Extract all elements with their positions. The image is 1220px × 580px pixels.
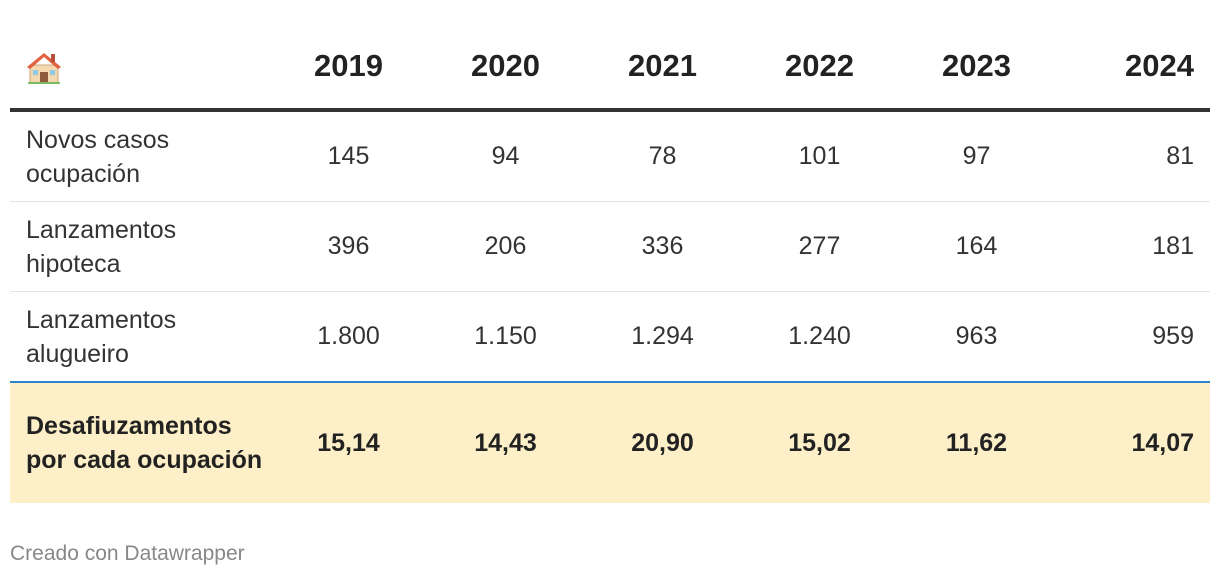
table-row: Novos casos ocupación 145 94 78 101 97 8… — [10, 110, 1210, 202]
table-cell: 14,43 — [427, 382, 584, 503]
row-label: Lanzamentos alugueiro — [10, 291, 270, 383]
row-label: Novos casos ocupación — [10, 110, 270, 202]
table-cell: 277 — [741, 201, 898, 292]
table-cell: 336 — [584, 201, 741, 292]
row-label: Lanzamentos hipoteca — [10, 201, 270, 292]
table-cell: 1.150 — [427, 291, 584, 383]
table-cell: 959 — [1055, 291, 1210, 383]
table-row: Lanzamentos hipoteca 396 206 336 277 164… — [10, 201, 1210, 292]
year-header: 2021 — [584, 28, 741, 112]
table-cell: 1.240 — [741, 291, 898, 383]
table-cell: 97 — [898, 110, 1055, 202]
row-label: Desafiuzamentos por cada ocupación — [10, 382, 270, 503]
table-cell: 145 — [270, 110, 427, 202]
table-row: Lanzamentos alugueiro 1.800 1.150 1.294 … — [10, 291, 1210, 383]
year-header: 2024 — [1055, 28, 1210, 112]
table-cell: 101 — [741, 110, 898, 202]
data-table: 2019 2020 2021 2022 2023 2024 Novos caso… — [10, 28, 1210, 503]
year-header: 2019 — [270, 28, 427, 112]
table-cell: 206 — [427, 201, 584, 292]
table-cell: 181 — [1055, 201, 1210, 292]
table-cell: 963 — [898, 291, 1055, 383]
header-row: 2019 2020 2021 2022 2023 2024 — [10, 28, 1210, 112]
table-cell: 15,14 — [270, 382, 427, 503]
year-header: 2022 — [741, 28, 898, 112]
table-cell: 1.294 — [584, 291, 741, 383]
house-icon — [27, 53, 61, 85]
table-cell: 81 — [1055, 110, 1210, 202]
year-header: 2023 — [898, 28, 1055, 112]
table-cell: 11,62 — [898, 382, 1055, 503]
header-icon-cell — [10, 28, 270, 112]
table-cell: 164 — [898, 201, 1055, 292]
highlighted-table-row: Desafiuzamentos por cada ocupación 15,14… — [10, 382, 1210, 503]
table-cell: 15,02 — [741, 382, 898, 503]
table-cell: 94 — [427, 110, 584, 202]
table-cell: 20,90 — [584, 382, 741, 503]
table-cell: 14,07 — [1055, 382, 1210, 503]
table-cell: 396 — [270, 201, 427, 292]
datawrapper-credit[interactable]: Creado con Datawrapper — [10, 542, 245, 565]
table-cell: 1.800 — [270, 291, 427, 383]
data-table-container: 2019 2020 2021 2022 2023 2024 Novos caso… — [10, 28, 1210, 503]
table-cell: 78 — [584, 110, 741, 202]
year-header: 2020 — [427, 28, 584, 112]
